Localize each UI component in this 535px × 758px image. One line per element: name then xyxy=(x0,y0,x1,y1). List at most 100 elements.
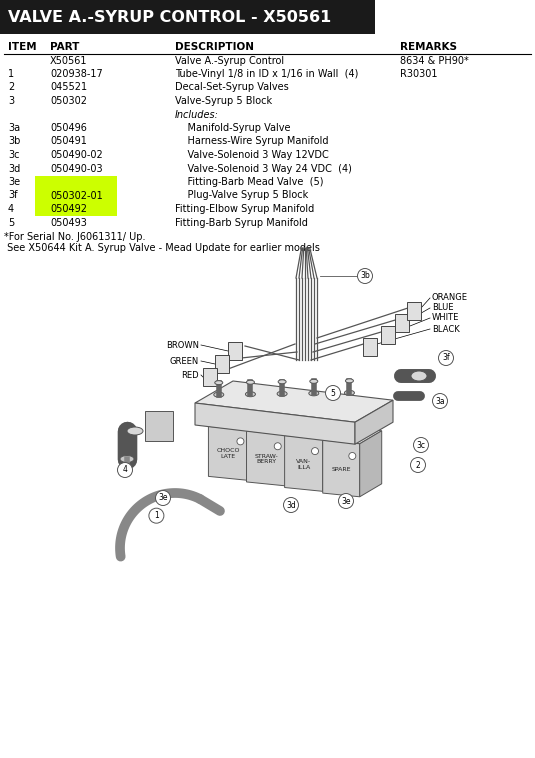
Text: 8634 & PH90*: 8634 & PH90* xyxy=(400,55,469,65)
Polygon shape xyxy=(360,431,381,496)
Ellipse shape xyxy=(247,381,255,384)
Ellipse shape xyxy=(127,427,143,435)
Text: 3a: 3a xyxy=(435,396,445,406)
Text: 050492: 050492 xyxy=(50,204,87,214)
Polygon shape xyxy=(355,400,393,444)
Ellipse shape xyxy=(246,392,255,396)
Text: 3d: 3d xyxy=(286,500,296,509)
Text: 3c: 3c xyxy=(417,440,425,449)
Ellipse shape xyxy=(277,391,287,396)
Ellipse shape xyxy=(345,390,355,396)
Text: 5: 5 xyxy=(331,389,335,397)
Ellipse shape xyxy=(310,379,318,384)
FancyBboxPatch shape xyxy=(215,355,229,373)
Text: 050496: 050496 xyxy=(50,123,87,133)
Ellipse shape xyxy=(309,391,319,396)
Text: GREEN: GREEN xyxy=(170,356,199,365)
Text: Valve-Solenoid 3 Way 12VDC: Valve-Solenoid 3 Way 12VDC xyxy=(175,150,328,160)
Text: BROWN: BROWN xyxy=(166,340,199,349)
Circle shape xyxy=(311,448,318,455)
Polygon shape xyxy=(209,413,270,431)
Polygon shape xyxy=(195,403,355,444)
Text: 3e: 3e xyxy=(8,177,20,187)
Text: 1: 1 xyxy=(154,511,159,520)
Text: 2: 2 xyxy=(8,83,14,92)
Circle shape xyxy=(414,437,429,453)
Text: Valve-Solenoid 3 Way 24 VDC  (4): Valve-Solenoid 3 Way 24 VDC (4) xyxy=(175,164,352,174)
Polygon shape xyxy=(209,426,248,481)
Text: Decal-Set-Syrup Valves: Decal-Set-Syrup Valves xyxy=(175,83,289,92)
Polygon shape xyxy=(323,427,381,443)
Text: Fitting-Elbow Syrup Manifold: Fitting-Elbow Syrup Manifold xyxy=(175,204,314,214)
Ellipse shape xyxy=(278,380,286,384)
Text: 050493: 050493 xyxy=(50,218,87,227)
Text: Tube-Vinyl 1/8 in ID x 1/16 in Wall  (4): Tube-Vinyl 1/8 in ID x 1/16 in Wall (4) xyxy=(175,69,358,79)
Text: 4: 4 xyxy=(123,465,127,475)
Polygon shape xyxy=(285,436,323,491)
Text: 050491: 050491 xyxy=(50,136,87,146)
Text: Harness-Wire Syrup Manifold: Harness-Wire Syrup Manifold xyxy=(175,136,328,146)
Text: RED: RED xyxy=(181,371,199,380)
Circle shape xyxy=(237,438,244,445)
Text: VALVE A.-SYRUP CONTROL - X50561: VALVE A.-SYRUP CONTROL - X50561 xyxy=(8,10,331,24)
Text: Valve-Syrup 5 Block: Valve-Syrup 5 Block xyxy=(175,96,272,106)
Text: 5: 5 xyxy=(8,218,14,227)
Circle shape xyxy=(349,453,356,459)
Polygon shape xyxy=(285,422,345,440)
Polygon shape xyxy=(247,418,308,435)
Text: CHOCO
LATE: CHOCO LATE xyxy=(217,449,240,459)
FancyBboxPatch shape xyxy=(395,314,409,332)
Ellipse shape xyxy=(214,392,224,397)
Ellipse shape xyxy=(411,371,427,381)
FancyBboxPatch shape xyxy=(381,326,395,344)
Circle shape xyxy=(432,393,447,409)
Text: 3b: 3b xyxy=(8,136,20,146)
FancyBboxPatch shape xyxy=(363,338,377,356)
Text: 3: 3 xyxy=(8,96,14,106)
Circle shape xyxy=(284,497,299,512)
Text: 050494: 050494 xyxy=(50,177,87,187)
Ellipse shape xyxy=(215,381,223,384)
Text: 4: 4 xyxy=(8,204,14,214)
FancyBboxPatch shape xyxy=(203,368,217,386)
Text: 050490-02: 050490-02 xyxy=(50,150,103,160)
Text: 3a: 3a xyxy=(8,123,20,133)
Text: ITEM: ITEM xyxy=(8,42,36,52)
Text: *For Serial No. J6061311/ Up.: *For Serial No. J6061311/ Up. xyxy=(4,232,146,242)
Text: VAN-
ILLA: VAN- ILLA xyxy=(296,459,311,469)
Circle shape xyxy=(274,443,281,449)
Text: STRAW-
BERRY: STRAW- BERRY xyxy=(254,453,278,465)
Ellipse shape xyxy=(120,456,134,462)
Text: 045521: 045521 xyxy=(50,83,87,92)
Text: BLUE: BLUE xyxy=(432,303,454,312)
Circle shape xyxy=(118,462,133,478)
Polygon shape xyxy=(323,426,345,491)
Circle shape xyxy=(439,350,454,365)
Polygon shape xyxy=(248,418,270,481)
Polygon shape xyxy=(323,440,360,496)
Text: 3b: 3b xyxy=(360,271,370,280)
Text: 050302: 050302 xyxy=(50,96,87,106)
Circle shape xyxy=(325,386,340,400)
Text: 020938-17: 020938-17 xyxy=(50,69,103,79)
Text: See X50644 Kit A. Syrup Valve - Mead Update for earlier models: See X50644 Kit A. Syrup Valve - Mead Upd… xyxy=(4,243,320,253)
Text: Plug-Valve Syrup 5 Block: Plug-Valve Syrup 5 Block xyxy=(175,190,308,201)
Polygon shape xyxy=(247,431,286,486)
Text: WHITE: WHITE xyxy=(432,314,460,322)
Circle shape xyxy=(410,458,425,472)
Polygon shape xyxy=(286,422,308,486)
Text: X50561: X50561 xyxy=(50,55,88,65)
Text: SPARE: SPARE xyxy=(332,467,351,471)
Polygon shape xyxy=(195,381,393,422)
Text: R30301: R30301 xyxy=(400,69,438,79)
Text: 3e: 3e xyxy=(341,496,351,506)
Text: DESCRIPTION: DESCRIPTION xyxy=(175,42,254,52)
Text: 050302-01: 050302-01 xyxy=(50,191,103,201)
Text: 3d: 3d xyxy=(8,164,20,174)
Text: 3e: 3e xyxy=(158,493,168,503)
FancyBboxPatch shape xyxy=(0,0,375,34)
Text: 3c: 3c xyxy=(8,150,19,160)
Circle shape xyxy=(149,508,164,523)
Circle shape xyxy=(357,268,372,283)
Text: Valve A.-Syrup Control: Valve A.-Syrup Control xyxy=(175,55,284,65)
